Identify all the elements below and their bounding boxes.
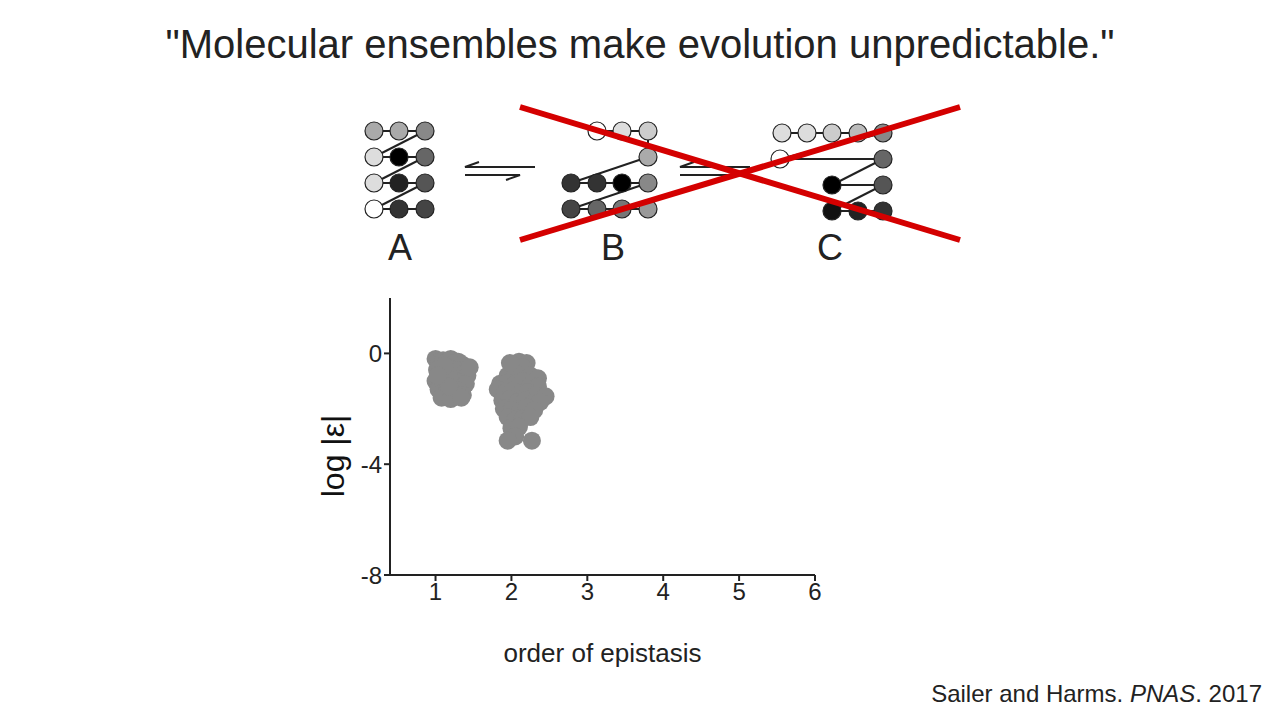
svg-text:-8: -8	[361, 562, 382, 589]
svg-text:A: A	[388, 227, 412, 268]
svg-text:6: 6	[808, 578, 821, 605]
svg-text:2: 2	[505, 578, 518, 605]
html-text:order of epistasis: order of epistasis	[503, 638, 702, 668]
svg-text:5: 5	[732, 578, 745, 605]
svg-text:4: 4	[657, 578, 670, 605]
html-text:"Molecular ensembles make evol: "Molecular ensembles make evolution unpr…	[165, 22, 1115, 66]
svg-text:B: B	[601, 227, 625, 268]
svg-text:C: C	[817, 227, 843, 268]
svg-text:3: 3	[581, 578, 594, 605]
svg-text:0: 0	[369, 340, 382, 367]
html-text:log |ε|: log |ε|	[315, 414, 351, 498]
svg-text:1: 1	[429, 578, 442, 605]
html-text:Sailer and Harms. PNAS. 2017: Sailer and Harms. PNAS. 2017	[931, 680, 1262, 707]
svg-text:-4: -4	[361, 451, 382, 478]
